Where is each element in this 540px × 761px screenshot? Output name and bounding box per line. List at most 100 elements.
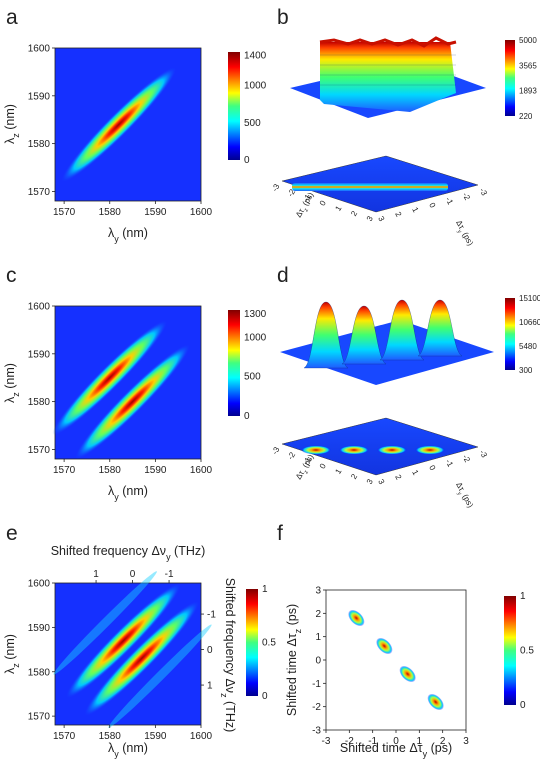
a-x-tick-label: 1570 bbox=[53, 207, 76, 218]
c-y-tick-label: 1570 bbox=[28, 445, 51, 456]
c-intensity-lobe-2 bbox=[75, 344, 190, 459]
e-x-tick-label: 1590 bbox=[144, 731, 167, 742]
e-x-tick-label: 1570 bbox=[53, 731, 76, 742]
d-surface-peak-2 bbox=[341, 305, 387, 365]
b-left-axis-tick: 1 bbox=[333, 204, 343, 213]
a-y-tick-label: 1590 bbox=[28, 91, 51, 102]
panel-label-f: f bbox=[277, 522, 283, 545]
d-surface-peak-1 bbox=[303, 301, 349, 369]
d-right-axis-tick: -2 bbox=[461, 453, 473, 464]
panel-e-colorbar bbox=[246, 589, 258, 696]
b-right-axis-tick: -1 bbox=[444, 196, 456, 207]
c-x-tick-label: 1590 bbox=[144, 465, 167, 476]
panel-a-colorbar bbox=[228, 52, 240, 160]
panel-b-projection-stripe bbox=[292, 183, 448, 191]
d-colorbar-tick-label: 10660 bbox=[519, 318, 540, 327]
panel-b-x-axis-label: Δτz (ps) bbox=[294, 190, 318, 220]
f-x-tick-label: -3 bbox=[322, 736, 331, 747]
b-left-axis-tick: -1 bbox=[301, 192, 313, 203]
e-sideband-1 bbox=[53, 571, 157, 675]
f-spot-4 bbox=[427, 693, 444, 711]
b-right-axis-tick: 1 bbox=[410, 206, 420, 215]
panel-label-a: a bbox=[6, 6, 18, 29]
f-colorbar-tick-label: 0.5 bbox=[520, 646, 534, 657]
d-right-axis-tick: -1 bbox=[444, 458, 456, 469]
e-top-tick-label: 0 bbox=[130, 569, 136, 580]
panel-label-d: d bbox=[277, 264, 289, 287]
panel-c-colorbar bbox=[228, 310, 240, 416]
a-x-tick-label: 1580 bbox=[99, 207, 122, 218]
a-y-tick-label: 1600 bbox=[28, 44, 51, 55]
e-colorbar-tick-label: 0 bbox=[262, 691, 268, 702]
panel-a-heatmap: 1570 1580 1590 1600 1570 1580 1590 1600 1400 100… bbox=[3, 44, 267, 245]
d-projection-spot-3 bbox=[377, 445, 407, 455]
c-y-tick-label: 1580 bbox=[28, 397, 51, 408]
b-right-axis-tick: 2 bbox=[393, 210, 403, 219]
panel-b-surface-ridge bbox=[319, 36, 457, 48]
c-x-tick-label: 1570 bbox=[53, 465, 76, 476]
panel-d-y-axis-label: Δτy (ps) bbox=[452, 481, 476, 511]
panel-c-heatmap: 1570 1580 1590 1600 1570 1580 1590 1600 1300 100… bbox=[3, 302, 267, 503]
e-x-tick-label: 1600 bbox=[190, 731, 213, 742]
d-colorbar-tick-label: 15100 bbox=[519, 294, 540, 303]
f-x-tick-label: 0 bbox=[393, 736, 399, 747]
e-intensity-lobe-1 bbox=[66, 583, 181, 698]
d-left-axis-tick: 3 bbox=[365, 477, 375, 486]
f-x-tick-label: 2 bbox=[440, 736, 446, 747]
d-surface-peak-4 bbox=[417, 299, 463, 357]
panel-f-x-axis-label: Shifted time Δτy (ps) bbox=[340, 741, 452, 759]
b-left-axis-tick: -3 bbox=[270, 182, 282, 193]
f-y-tick-label: -2 bbox=[312, 702, 321, 713]
d-left-axis-tick: -3 bbox=[270, 445, 282, 456]
d-left-axis-tick: 2 bbox=[349, 472, 359, 481]
c-colorbar-tick-label: 1300 bbox=[244, 309, 267, 320]
e-x-tick-label: 1580 bbox=[99, 731, 122, 742]
c-intensity-lobe-1 bbox=[52, 320, 168, 436]
f-x-tick-label: -2 bbox=[345, 736, 354, 747]
d-left-axis-tick: -1 bbox=[301, 455, 313, 466]
panel-f-colorbar bbox=[504, 596, 516, 705]
d-right-axis-tick: -3 bbox=[478, 449, 490, 460]
f-y-tick-label: 3 bbox=[315, 586, 321, 597]
b-left-axis-tick: -2 bbox=[286, 187, 298, 198]
b-colorbar-tick-label: 3565 bbox=[519, 61, 537, 70]
e-y-tick-label: 1600 bbox=[28, 579, 51, 590]
d-projection-spot-4 bbox=[415, 445, 445, 455]
e-top-tick-label: -1 bbox=[165, 569, 174, 580]
a-y-tick-label: 1570 bbox=[28, 187, 51, 198]
b-right-axis-tick: -3 bbox=[478, 187, 490, 198]
c-colorbar-tick-label: 1000 bbox=[244, 332, 267, 343]
f-y-tick-label: -1 bbox=[312, 679, 321, 690]
panel-label-c: c bbox=[6, 264, 17, 287]
e-right-tick-label: -1 bbox=[207, 610, 216, 621]
d-right-axis-tick: 2 bbox=[393, 473, 403, 482]
d-left-axis-tick: 0 bbox=[318, 462, 328, 471]
panel-d-projection-floor bbox=[281, 417, 479, 476]
e-sideband-2 bbox=[108, 624, 212, 728]
a-y-tick-label: 1580 bbox=[28, 139, 51, 150]
panel-e-top-axis-label: Shifted frequency Δνy (THz) bbox=[51, 544, 206, 562]
panel-d-colorbar bbox=[505, 298, 515, 370]
panel-c-y-axis-label: λz (nm) bbox=[3, 363, 21, 403]
d-right-axis-tick: 0 bbox=[427, 464, 437, 473]
a-colorbar-tick-label: 0 bbox=[244, 155, 250, 166]
f-colorbar-tick-label: 1 bbox=[520, 591, 526, 602]
f-y-tick-label: -3 bbox=[312, 726, 321, 737]
a-x-tick-label: 1600 bbox=[190, 207, 213, 218]
panel-c-x-axis-label: λy (nm) bbox=[108, 484, 148, 502]
panel-b-colorbar bbox=[505, 40, 515, 116]
f-x-tick-label: 3 bbox=[463, 736, 469, 747]
d-right-axis-tick: 1 bbox=[410, 468, 420, 477]
panel-a-x-axis-label: λy (nm) bbox=[108, 226, 148, 244]
f-y-tick-label: 0 bbox=[315, 656, 321, 667]
b-left-axis-tick: 0 bbox=[318, 199, 328, 208]
panel-e-plot-area bbox=[54, 582, 202, 726]
e-colorbar-tick-label: 1 bbox=[262, 584, 268, 595]
panel-e-heatmap: 1570 1580 1590 1600 1570 1580 1590 1600 1 0 -1 -1 0 1… bbox=[3, 544, 276, 759]
d-colorbar-tick-label: 300 bbox=[519, 366, 533, 375]
panel-a-y-axis-label: λz (nm) bbox=[3, 104, 21, 144]
panel-e-y-axis-label: λz (nm) bbox=[3, 634, 21, 674]
f-spot-2 bbox=[376, 637, 393, 655]
